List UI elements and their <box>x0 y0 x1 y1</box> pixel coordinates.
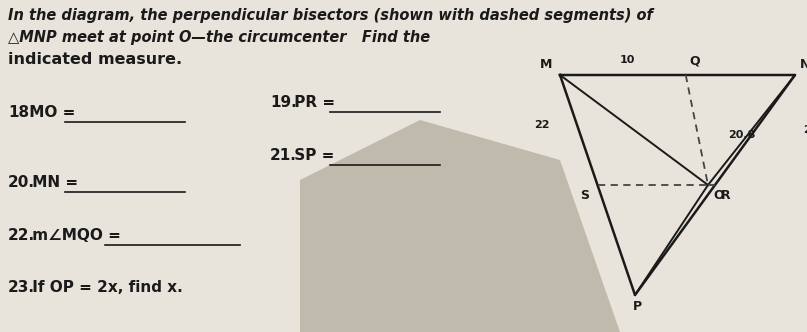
Text: 23.: 23. <box>8 280 35 295</box>
Text: P: P <box>633 300 642 313</box>
Text: 18: 18 <box>8 105 29 120</box>
Text: In the diagram, the perpendicular bisectors (shown with dashed segments) of: In the diagram, the perpendicular bisect… <box>8 8 653 23</box>
Text: 20.: 20. <box>8 175 35 190</box>
Text: PR =: PR = <box>289 95 335 110</box>
Text: MN =: MN = <box>27 175 78 190</box>
Text: 28: 28 <box>803 125 807 135</box>
Text: O: O <box>713 189 724 202</box>
Text: 10: 10 <box>620 55 636 65</box>
Text: indicated measure.: indicated measure. <box>8 52 182 67</box>
Text: SP =: SP = <box>289 148 334 163</box>
Text: R: R <box>721 189 730 202</box>
Text: m∠MQO =: m∠MQO = <box>27 228 121 243</box>
Text: MO =: MO = <box>24 105 75 120</box>
Text: N: N <box>800 58 807 71</box>
Polygon shape <box>300 120 620 332</box>
Text: M: M <box>540 58 552 71</box>
Text: 21.: 21. <box>270 148 297 163</box>
Text: Q: Q <box>690 54 700 67</box>
Text: 19.: 19. <box>270 95 297 110</box>
Text: If OP = 2x, find x.: If OP = 2x, find x. <box>27 280 182 295</box>
Text: △MNP meet at point O—the circumcenter   Find the: △MNP meet at point O—the circumcenter Fi… <box>8 30 430 45</box>
Text: 20.8: 20.8 <box>728 130 755 140</box>
Text: S: S <box>580 189 589 202</box>
Text: 22: 22 <box>534 120 550 130</box>
Text: 22.: 22. <box>8 228 36 243</box>
